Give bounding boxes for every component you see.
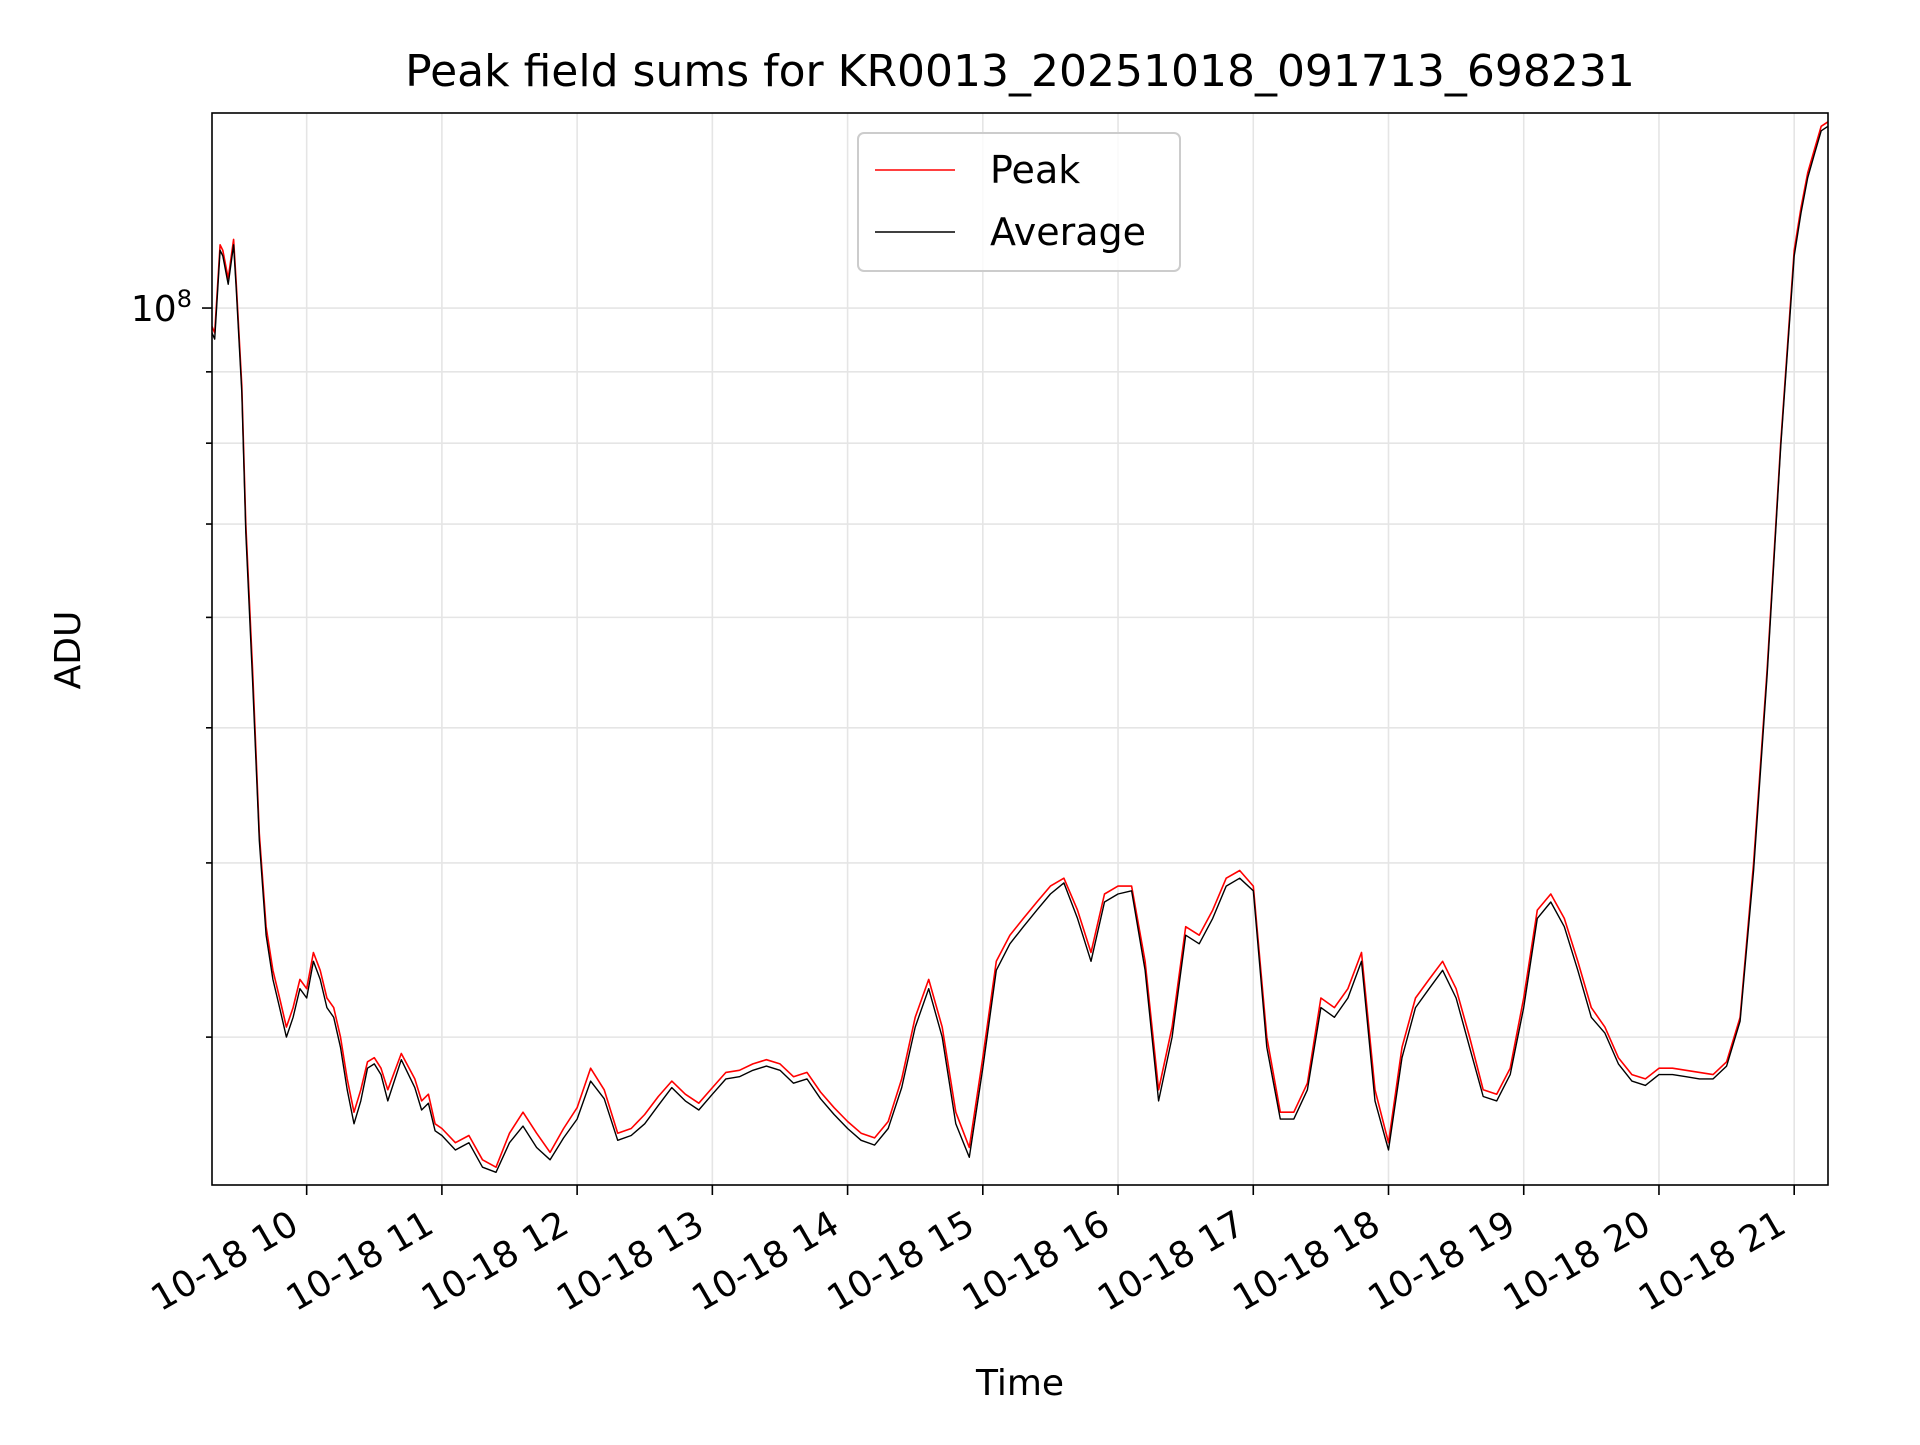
- x-tick-label: 10-18 18: [1226, 1203, 1387, 1319]
- x-tick-label: 10-18 16: [956, 1203, 1117, 1319]
- x-tick-label: 10-18 19: [1362, 1203, 1523, 1319]
- plot-area-frame: [211, 112, 1829, 1186]
- legend-label-average: Average: [990, 210, 1146, 254]
- x-tick-label: 10-18 13: [550, 1203, 711, 1319]
- x-axis-label: Time: [975, 1363, 1064, 1404]
- x-tick-label: 10-18 17: [1091, 1203, 1252, 1319]
- x-tick-label: 10-18 15: [821, 1203, 982, 1319]
- x-tick-label: 10-18 20: [1497, 1203, 1658, 1319]
- chart-title: Peak field sums for KR0013_20251018_0917…: [405, 46, 1635, 97]
- legend: Peak Average: [857, 132, 1181, 272]
- x-tick-label: 10-18 12: [415, 1203, 576, 1319]
- x-tick-label: 10-18 14: [685, 1203, 846, 1319]
- grid-layer: [212, 113, 1828, 1185]
- legend-box: [857, 132, 1181, 272]
- legend-label-peak: Peak: [990, 148, 1080, 192]
- y-axis-label: ADU: [48, 611, 89, 690]
- y-tick-label: 108: [131, 285, 192, 330]
- x-tick-label: 10-18 21: [1632, 1203, 1793, 1319]
- series-line-peak: [211, 121, 1829, 1168]
- series-layer: [211, 121, 1829, 1174]
- series-line-average: [211, 125, 1829, 1174]
- x-tick-label: 10-18 10: [144, 1203, 305, 1319]
- x-tick-label: 10-18 11: [280, 1203, 441, 1319]
